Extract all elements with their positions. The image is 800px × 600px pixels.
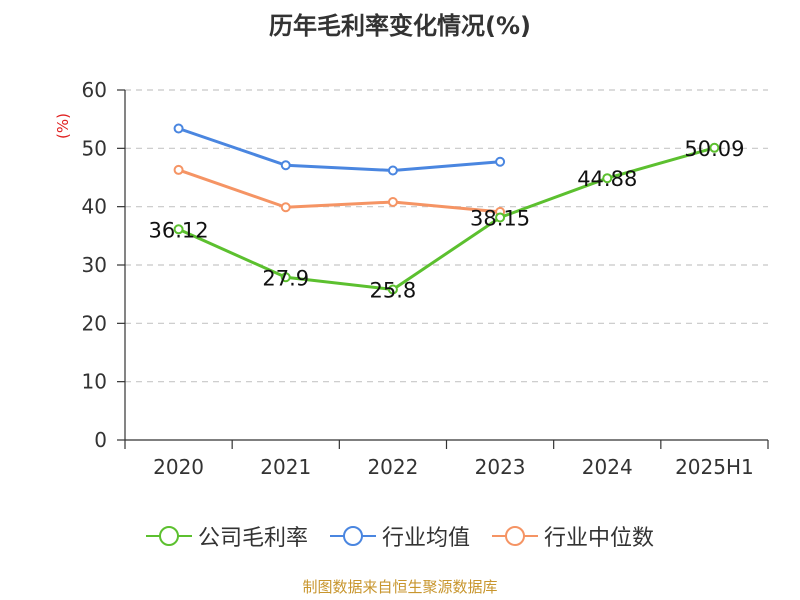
x-tick-label: 2022 xyxy=(367,455,418,479)
y-axis-label: (%) xyxy=(54,113,72,139)
data-point xyxy=(280,160,291,171)
data-label: 38.15 xyxy=(470,206,530,230)
y-tick-label: 0 xyxy=(94,428,107,452)
data-point xyxy=(387,284,398,295)
chart-title: 历年毛利率变化情况(%) xyxy=(269,12,531,40)
x-tick-label: 2021 xyxy=(260,455,311,479)
legend-item-company-margin[interactable]: 公司毛利率 xyxy=(145,520,308,552)
legend-marker-industry-mean xyxy=(329,526,376,546)
legend-label: 行业中位数 xyxy=(544,526,655,551)
data-point xyxy=(387,197,398,207)
data-point xyxy=(602,173,613,184)
data-point xyxy=(173,224,184,235)
line-chart: 0 10 20 30 40 50 60 2020 2021 2022 2023 2024 2025H1 (… xyxy=(54,78,769,479)
series-line xyxy=(177,146,715,291)
legend-item-industry-mean[interactable]: 行业均值 xyxy=(329,520,470,552)
data-label: 25.8 xyxy=(370,279,417,303)
x-tick-label: 2025H1 xyxy=(675,455,754,479)
data-point xyxy=(495,156,506,167)
data-point xyxy=(280,202,291,213)
series-line xyxy=(178,168,501,214)
legend-marker-industry-median xyxy=(492,526,538,546)
series-line xyxy=(178,127,501,172)
y-tick-label: 30 xyxy=(82,253,107,277)
data-label: 44.88 xyxy=(577,167,637,191)
y-tick-label: 60 xyxy=(82,78,107,102)
data-source-note: 制图数据来自恒生聚源数据库 xyxy=(302,578,498,596)
legend-item-industry-median[interactable]: 行业中位数 xyxy=(492,520,654,552)
data-point xyxy=(173,123,184,134)
y-tick-label: 20 xyxy=(82,311,107,335)
x-tick-label: 2024 xyxy=(582,455,633,479)
data-point xyxy=(280,272,291,283)
legend-label: 公司毛利率 xyxy=(197,526,308,551)
legend: 公司毛利率 行业均值 行业中位数 xyxy=(0,520,800,552)
x-tick-label: 2020 xyxy=(153,455,204,479)
data-point xyxy=(387,165,398,176)
data-label: 50.09 xyxy=(684,137,744,161)
y-tick-label: 40 xyxy=(82,195,107,219)
data-point xyxy=(173,164,184,175)
y-tick-label: 50 xyxy=(82,136,107,160)
y-tick-label: 10 xyxy=(82,370,107,394)
data-label: 27.9 xyxy=(262,266,309,290)
legend-label: 行业均值 xyxy=(381,526,470,551)
data-point xyxy=(709,142,720,153)
legend-marker-company-margin xyxy=(145,526,192,546)
data-label: 36.12 xyxy=(149,218,209,242)
x-tick-label: 2023 xyxy=(475,455,526,479)
data-point xyxy=(495,212,506,223)
